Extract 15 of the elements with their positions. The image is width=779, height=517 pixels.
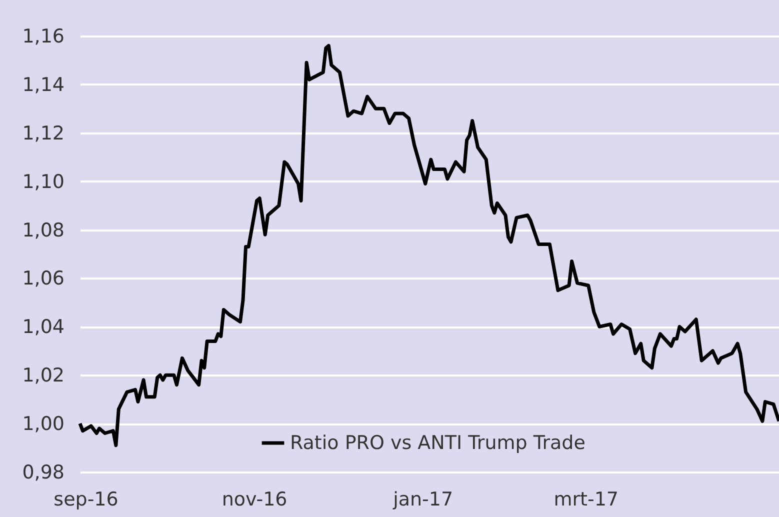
legend-label: Ratio PRO vs ANTI Trump Trade: [290, 432, 586, 454]
y-tick-label: 1,00: [22, 413, 64, 436]
y-tick-label: 1,14: [22, 74, 64, 96]
y-tick-label: 1,04: [22, 316, 64, 338]
y-tick-label: 1,06: [22, 268, 64, 290]
y-tick-label: 1,10: [22, 170, 64, 193]
y-tick-label: 0,98: [22, 462, 64, 484]
y-tick-label: 1,08: [22, 219, 64, 242]
y-tick-label: 1,12: [22, 122, 64, 144]
x-tick-label: sep-16: [54, 488, 118, 510]
y-tick-label: 1,16: [22, 26, 64, 48]
x-tick-label: mrt-17: [554, 488, 619, 510]
x-tick-label: jan-17: [392, 488, 454, 510]
x-tick-label: nov-16: [222, 488, 288, 510]
y-tick-label: 1,02: [22, 364, 64, 387]
